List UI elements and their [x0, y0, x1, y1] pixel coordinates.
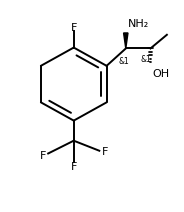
Text: OH: OH	[152, 68, 169, 79]
Text: F: F	[70, 162, 77, 172]
Text: &1: &1	[118, 57, 129, 66]
Text: &1: &1	[140, 55, 151, 64]
Text: NH₂: NH₂	[128, 19, 149, 29]
Text: F: F	[40, 151, 46, 161]
Text: F: F	[70, 23, 77, 33]
Polygon shape	[124, 33, 128, 49]
Text: F: F	[102, 147, 108, 157]
